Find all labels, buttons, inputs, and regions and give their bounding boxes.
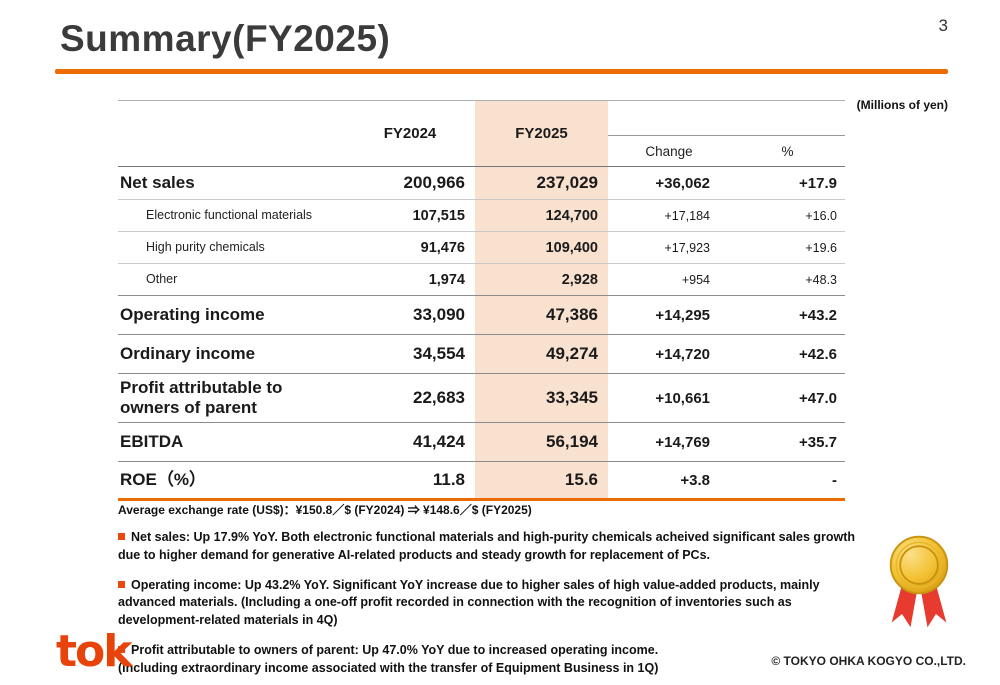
cell-fy2024: 33,090 [345, 295, 475, 335]
cell-change: +36,062 [608, 166, 730, 200]
cell-fy2024: 1,974 [345, 263, 475, 296]
title-underline [55, 69, 948, 74]
cell-percent: +35.7 [730, 422, 845, 462]
table-row-electronic-functional-materials: Electronic functional materials 107,515 … [118, 199, 845, 232]
bullet-text: Net sales: Up 17.9% YoY. Both electronic… [118, 530, 856, 562]
cell-change: +14,720 [608, 334, 730, 374]
cell-fy2024: 91,476 [345, 231, 475, 264]
cell-percent: +47.0 [730, 373, 845, 423]
bullet-text: Operating income: Up 43.2% YoY. Signific… [118, 577, 820, 628]
bullet-text-line2: (Including extraordinary income associat… [118, 660, 659, 675]
cell-fy2024: 34,554 [345, 334, 475, 374]
bullet-square-icon [118, 580, 125, 588]
cell-change: +14,295 [608, 295, 730, 335]
header-spacer [608, 100, 845, 136]
cell-percent: +43.2 [730, 295, 845, 335]
cell-fy2025: 47,386 [475, 295, 608, 335]
col-header-fy2025: FY2025 [475, 100, 608, 167]
table-header-row: FY2024 FY2025 [118, 100, 845, 167]
bullet-square-icon [118, 533, 125, 540]
gold-medal-icon [886, 534, 952, 635]
cell-percent: +19.6 [730, 231, 845, 264]
units-label: (Millions of yen) [856, 98, 948, 112]
cell-change: +17,923 [608, 231, 730, 264]
cell-change: +14,769 [608, 422, 730, 462]
row-label: Electronic functional materials [118, 199, 345, 232]
row-label: Operating income [118, 295, 345, 335]
row-label: Other [118, 263, 345, 296]
col-header-fy2024: FY2024 [345, 100, 475, 167]
table-row-high-purity-chemicals: High purity chemicals 91,476 109,400 +17… [118, 231, 845, 264]
cell-percent: +17.9 [730, 166, 845, 200]
table-row-ebitda: EBITDA 41,424 56,194 +14,769 +35.7 [118, 422, 845, 462]
tok-logo: tok [56, 626, 133, 677]
page-number: 3 [938, 16, 948, 35]
bullet-profit-attributable: Profit attributable to owners of parent:… [118, 642, 858, 678]
table-row-operating-income: Operating income 33,090 47,386 +14,295 +… [118, 295, 845, 335]
cell-fy2024: 11.8 [345, 461, 475, 501]
empty-header-cell [118, 100, 345, 167]
cell-fy2025: 237,029 [475, 166, 608, 200]
page-title: Summary(FY2025) [60, 18, 391, 59]
cell-fy2024: 200,966 [345, 166, 475, 200]
cell-change: +10,661 [608, 373, 730, 423]
exchange-rate-note: Average exchange rate (US$)：¥150.8／$ (FY… [118, 503, 532, 517]
cell-fy2025: 33,345 [475, 373, 608, 423]
cell-percent: +42.6 [730, 334, 845, 374]
cell-percent: - [730, 461, 845, 501]
row-label: Ordinary income [118, 334, 345, 374]
cell-percent: +16.0 [730, 199, 845, 232]
table-subheader-row: Change % [118, 135, 845, 167]
row-label: Net sales [118, 166, 345, 200]
cell-fy2024: 107,515 [345, 199, 475, 232]
copyright-text: © TOKYO OHKA KOGYO CO.,LTD. [771, 654, 966, 668]
row-label: Profit attributable to owners of parent [118, 373, 345, 423]
cell-fy2025: 15.6 [475, 461, 608, 501]
bullet-net-sales: Net sales: Up 17.9% YoY. Both electronic… [118, 529, 858, 565]
col-header-percent: % [730, 135, 845, 167]
table-row-ordinary-income: Ordinary income 34,554 49,274 +14,720 +4… [118, 334, 845, 374]
row-label: ROE（%） [118, 461, 345, 501]
bullet-operating-income: Operating income: Up 43.2% YoY. Signific… [118, 577, 858, 630]
cell-fy2025: 124,700 [475, 199, 608, 232]
col-header-change: Change [608, 135, 730, 167]
cell-percent: +48.3 [730, 263, 845, 296]
cell-change: +3.8 [608, 461, 730, 501]
commentary-bullets: Net sales: Up 17.9% YoY. Both electronic… [118, 529, 858, 685]
cell-fy2024: 22,683 [345, 373, 475, 423]
row-label: High purity chemicals [118, 231, 345, 264]
table-row-net-sales: Net sales 200,966 237,029 +36,062 +17.9 [118, 166, 845, 200]
bullet-text: Profit attributable to owners of parent:… [131, 642, 659, 657]
cell-fy2025: 109,400 [475, 231, 608, 264]
table-row-other: Other 1,974 2,928 +954 +48.3 [118, 263, 845, 296]
cell-change: +17,184 [608, 199, 730, 232]
row-label: EBITDA [118, 422, 345, 462]
cell-fy2024: 41,424 [345, 422, 475, 462]
bullet-square-icon [118, 645, 125, 653]
cell-fy2025: 49,274 [475, 334, 608, 374]
table-row-roe: ROE（%） 11.8 15.6 +3.8 - [118, 461, 845, 501]
table-row-profit-attributable: Profit attributable to owners of parent … [118, 373, 845, 423]
financial-summary-table: FY2024 FY2025 Change % Net sales 200,966… [118, 100, 845, 501]
cell-fy2025: 56,194 [475, 422, 608, 462]
cell-fy2025: 2,928 [475, 263, 608, 296]
cell-change: +954 [608, 263, 730, 296]
